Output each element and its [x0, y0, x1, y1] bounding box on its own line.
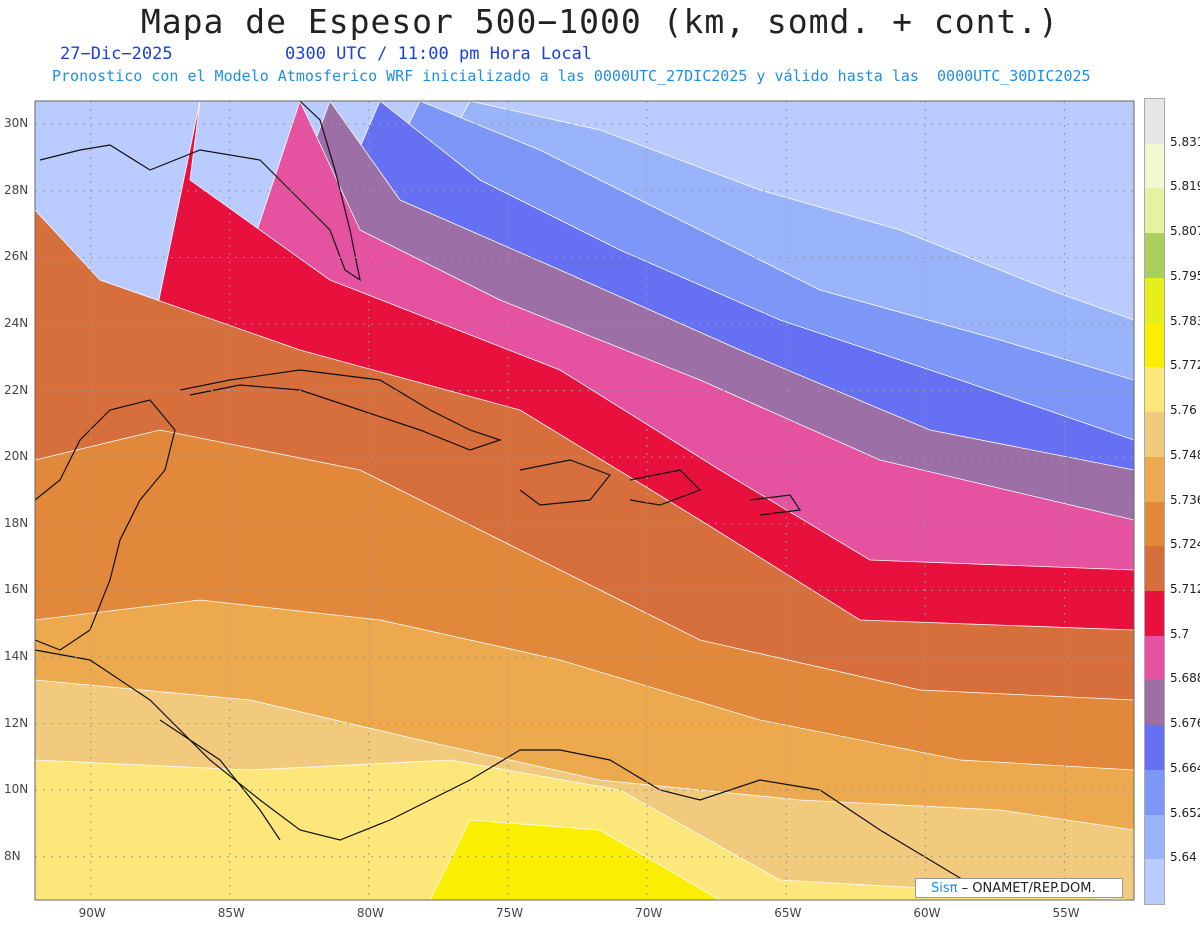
coastline: [179, 369, 502, 451]
coastline: [34, 649, 981, 891]
lat-tick-label: 24N: [4, 316, 29, 331]
colorbar-label: 5.652: [1170, 805, 1200, 820]
lat-tick-label: 16N: [4, 582, 29, 597]
colorbar-segment: [1145, 456, 1164, 502]
colorbar-segment: [1145, 99, 1164, 145]
colorbar-label: 5.795: [1170, 268, 1200, 283]
colorbar-segment: [1145, 814, 1164, 860]
coastline: [749, 494, 802, 516]
forecast-date: 27−Dic−2025: [60, 44, 173, 64]
lat-tick-label: 10N: [4, 782, 29, 797]
lon-tick-label: 65W: [774, 906, 802, 920]
coastline: [159, 719, 281, 841]
colorbar-segment: [1145, 546, 1164, 592]
colorbar-segment: [1145, 143, 1164, 189]
colorbar-label: 5.712: [1170, 581, 1200, 596]
lat-tick-label: 18N: [4, 515, 29, 530]
credit-box: Sisπ – ONAMET/REP.DOM.: [915, 878, 1123, 898]
lat-tick-label: 14N: [4, 648, 29, 663]
colorbar-segment: [1145, 501, 1164, 547]
colorbar-label: 5.819: [1170, 179, 1200, 194]
forecast-description: Pronostico con el Modelo Atmosferico WRF…: [52, 67, 1091, 85]
colorbar-label: 5.831: [1170, 134, 1200, 149]
colorbar-label: 5.772: [1170, 358, 1200, 373]
coastline: [519, 459, 611, 506]
colorbar-label: 5.76: [1170, 403, 1197, 418]
colorbar-segment: [1145, 859, 1164, 905]
colorbar-segment: [1145, 412, 1164, 458]
colorbar-label: 5.724: [1170, 537, 1200, 552]
colorbar-segment: [1145, 635, 1164, 681]
lat-tick-label: 26N: [4, 249, 29, 264]
colorbar-segment: [1145, 680, 1164, 726]
colorbar-label: 5.783: [1170, 313, 1200, 328]
lon-tick-label: 80W: [356, 906, 384, 920]
colorbar: [1144, 98, 1165, 905]
colorbar-label: 5.748: [1170, 447, 1200, 462]
colorbar-label: 5.664: [1170, 760, 1200, 775]
colorbar-segment: [1145, 277, 1164, 324]
colorbar-label: 5.807: [1170, 224, 1200, 239]
lat-tick-label: 8N: [4, 848, 21, 863]
lon-tick-label: 85W: [217, 906, 245, 920]
colorbar-label: 5.676: [1170, 716, 1200, 731]
lat-tick-label: 12N: [4, 715, 29, 730]
coastline: [39, 100, 361, 282]
colorbar-label: 5.688: [1170, 671, 1200, 686]
map-frame: [34, 100, 1135, 901]
lon-tick-label: 55W: [1052, 906, 1080, 920]
colorbar-segment: [1145, 725, 1164, 771]
coastline: [34, 399, 176, 651]
colorbar-label: 5.64: [1170, 850, 1197, 865]
credit-text: – ONAMET/REP.DOM.: [957, 881, 1096, 896]
colorbar-segment: [1145, 367, 1164, 413]
lon-tick-label: 70W: [635, 906, 663, 920]
lon-tick-label: 75W: [495, 906, 524, 920]
credit-logo: Sisπ: [931, 881, 958, 896]
lat-tick-label: 28N: [4, 182, 29, 197]
colorbar-segment: [1145, 590, 1164, 637]
lat-tick-label: 22N: [4, 382, 29, 397]
colorbar-segment: [1145, 188, 1164, 234]
colorbar-segment: [1145, 322, 1164, 368]
colorbar-label: 5.736: [1170, 492, 1200, 507]
map-title: Mapa de Espesor 500−1000 (km, somd. + co…: [140, 2, 1060, 41]
lon-tick-label: 90W: [78, 906, 106, 920]
forecast-time: 0300 UTC / 11:00 pm Hora Local: [285, 44, 593, 64]
colorbar-segment: [1145, 233, 1164, 279]
coastline: [629, 469, 702, 506]
colorbar-label: 5.7: [1170, 626, 1190, 641]
lat-tick-label: 30N: [4, 116, 29, 131]
lat-tick-label: 20N: [4, 449, 29, 464]
lon-tick-label: 60W: [913, 906, 941, 920]
thickness-band: [429, 819, 721, 900]
colorbar-segment: [1145, 769, 1164, 816]
